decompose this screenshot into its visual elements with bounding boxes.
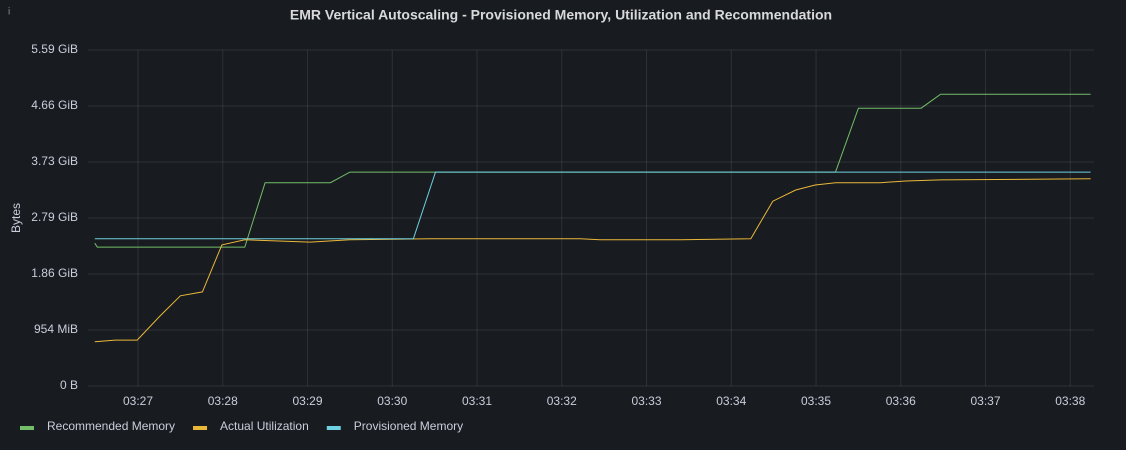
- x-tick-label: 03:33: [631, 394, 661, 408]
- y-tick-label: 2.79 GiB: [31, 210, 78, 224]
- y-tick-label: 5.59 GiB: [31, 42, 78, 56]
- x-tick-label: 03:38: [1055, 394, 1085, 408]
- legend-label[interactable]: Provisioned Memory: [354, 419, 463, 433]
- x-tick-label: 03:31: [462, 394, 492, 408]
- x-tick-label: 03:37: [971, 394, 1001, 408]
- y-tick-label: 0 B: [60, 378, 78, 392]
- x-tick-label: 03:36: [886, 394, 916, 408]
- legend-label[interactable]: Actual Utilization: [220, 419, 309, 433]
- y-tick-label: 1.86 GiB: [31, 266, 78, 280]
- chart-title: EMR Vertical Autoscaling - Provisioned M…: [290, 7, 832, 23]
- y-tick-label: 3.73 GiB: [31, 154, 78, 168]
- x-tick-label: 03:28: [208, 394, 238, 408]
- x-tick-label: 03:27: [123, 394, 153, 408]
- x-tick-label: 03:35: [801, 394, 831, 408]
- series-line: [94, 93, 1091, 248]
- x-tick-label: 03:30: [377, 394, 407, 408]
- info-icon[interactable]: i: [8, 7, 10, 18]
- x-tick-label: 03:34: [716, 394, 746, 408]
- x-tick-label: 03:32: [547, 394, 577, 408]
- series-line: [94, 178, 1091, 343]
- legend-label[interactable]: Recommended Memory: [47, 419, 175, 433]
- y-tick-label: 4.66 GiB: [31, 98, 78, 112]
- y-tick-label: 954 MiB: [34, 322, 78, 336]
- x-tick-label: 03:29: [292, 394, 322, 408]
- series-line: [94, 171, 1091, 240]
- y-axis-label: Bytes: [9, 203, 23, 233]
